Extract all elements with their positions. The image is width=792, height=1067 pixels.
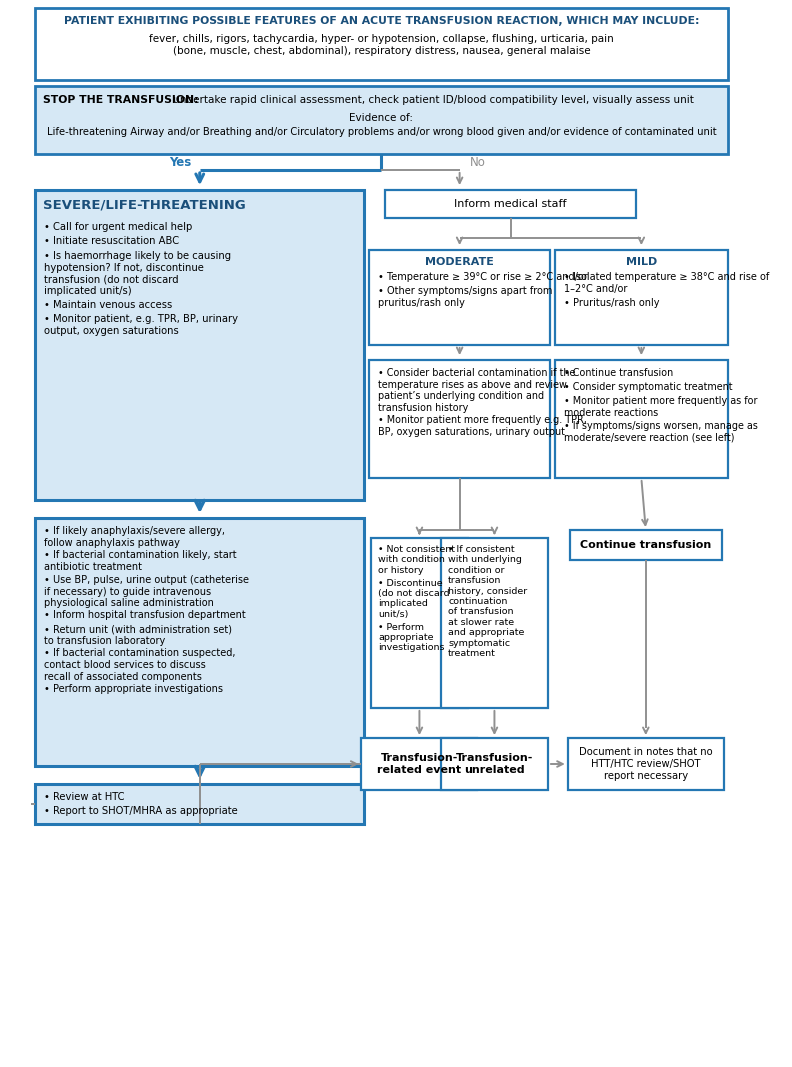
Text: STOP THE TRANSFUSION:: STOP THE TRANSFUSION: (43, 95, 198, 105)
Bar (36, 190, 364, 500)
Bar (36, 517, 364, 766)
Text: No: No (470, 156, 485, 169)
Text: • Maintain venous access: • Maintain venous access (44, 300, 173, 310)
Text: Inform medical staff: Inform medical staff (455, 200, 567, 209)
Text: • Inform hospital transfusion department: • Inform hospital transfusion department (44, 610, 246, 621)
Text: • Isolated temperature ≥ 38°C and rise of
1–2°C and/or: • Isolated temperature ≥ 38°C and rise o… (564, 272, 769, 293)
Text: Transfusion-
unrelated: Transfusion- unrelated (455, 753, 533, 775)
Bar (369, 360, 550, 478)
Bar (555, 250, 728, 345)
Text: Continue transfusion: Continue transfusion (581, 540, 711, 550)
Text: • Temperature ≥ 39°C or rise ≥ 2°C and/or: • Temperature ≥ 39°C or rise ≥ 2°C and/o… (379, 272, 588, 282)
Text: • Perform
appropriate
investigations: • Perform appropriate investigations (379, 622, 445, 652)
Text: • If symptoms/signs worsen, manage as
moderate/severe reaction (see left): • If symptoms/signs worsen, manage as mo… (564, 421, 758, 443)
Text: Document in notes that no
HTT/HTC review/SHOT
report necessary: Document in notes that no HTT/HTC review… (579, 747, 713, 781)
Text: Evidence of:: Evidence of: (349, 113, 413, 123)
Text: • Report to SHOT/MHRA as appropriate: • Report to SHOT/MHRA as appropriate (44, 806, 238, 816)
Text: • If bacterial contamination likely, start
antibiotic treatment: • If bacterial contamination likely, sta… (44, 551, 237, 572)
Text: fever, chills, rigors, tachycardia, hyper- or hypotension, collapse, flushing, u: fever, chills, rigors, tachycardia, hype… (149, 34, 614, 55)
Bar (36, 784, 364, 824)
Text: • Is haemorrhage likely to be causing
hypotension? If not, discontinue
transfusi: • Is haemorrhage likely to be causing hy… (44, 251, 231, 296)
Text: • Use BP, pulse, urine output (catheterise
if necessary) to guide intravenous
ph: • Use BP, pulse, urine output (catheteri… (44, 575, 249, 608)
Bar (371, 538, 467, 708)
Text: • Continue transfusion: • Continue transfusion (564, 368, 673, 378)
Text: PATIENT EXHIBITING POSSIBLE FEATURES OF AN ACUTE TRANSFUSION REACTION, WHICH MAY: PATIENT EXHIBITING POSSIBLE FEATURES OF … (63, 16, 699, 26)
Text: MODERATE: MODERATE (425, 257, 494, 267)
Text: • Monitor patient, e.g. TPR, BP, urinary
output, oxygen saturations: • Monitor patient, e.g. TPR, BP, urinary… (44, 315, 238, 336)
Bar (568, 738, 724, 790)
Text: • If consistent
with underlying
condition or
transfusion
history, consider
conti: • If consistent with underlying conditio… (448, 545, 527, 658)
Bar (441, 538, 548, 708)
Text: • Not consistent
with condition
or history: • Not consistent with condition or histo… (379, 545, 455, 575)
Bar (361, 738, 478, 790)
Bar (555, 360, 728, 478)
Bar (386, 190, 635, 218)
Text: • Monitor patient more frequently e.g. TPR,
BP, oxygen saturations, urinary outp: • Monitor patient more frequently e.g. T… (379, 415, 587, 436)
Text: • Call for urgent medical help: • Call for urgent medical help (44, 222, 192, 232)
Text: • Return unit (with administration set)
to transfusion laboratory: • Return unit (with administration set) … (44, 624, 232, 646)
Text: • Perform appropriate investigations: • Perform appropriate investigations (44, 684, 223, 694)
Text: • If bacterial contamination suspected,
contact blood services to discuss
recall: • If bacterial contamination suspected, … (44, 649, 236, 682)
Bar (36, 7, 728, 80)
Text: • Other symptoms/signs apart from
pruritus/rash only: • Other symptoms/signs apart from prurit… (379, 287, 553, 308)
Bar (441, 738, 548, 790)
Text: MILD: MILD (626, 257, 657, 267)
Bar (369, 250, 550, 345)
Text: SEVERE/LIFE-THREATENING: SEVERE/LIFE-THREATENING (43, 198, 246, 211)
Text: • Pruritus/rash only: • Pruritus/rash only (564, 298, 660, 308)
Text: • Initiate resuscitation ABC: • Initiate resuscitation ABC (44, 237, 180, 246)
Text: • Discontinue
(do not discard
implicated
unit/s): • Discontinue (do not discard implicated… (379, 578, 450, 619)
Text: Yes: Yes (169, 156, 191, 169)
Text: undertake rapid clinical assessment, check patient ID/blood compatibility level,: undertake rapid clinical assessment, che… (170, 95, 694, 105)
Text: Life-threatening Airway and/or Breathing and/or Circulatory problems and/or wron: Life-threatening Airway and/or Breathing… (47, 127, 716, 137)
Text: Transfusion-
related event: Transfusion- related event (377, 753, 462, 775)
Text: • Review at HTC: • Review at HTC (44, 792, 125, 802)
Text: • Monitor patient more frequently as for
moderate reactions: • Monitor patient more frequently as for… (564, 396, 758, 417)
Text: • If likely anaphylaxis/severe allergy,
follow anaphylaxis pathway: • If likely anaphylaxis/severe allergy, … (44, 526, 226, 547)
Text: • Consider bacterial contamination if the
temperature rises as above and review
: • Consider bacterial contamination if th… (379, 368, 576, 413)
Bar (36, 86, 728, 154)
Text: • Consider symptomatic treatment: • Consider symptomatic treatment (564, 382, 733, 392)
Bar (570, 530, 722, 560)
